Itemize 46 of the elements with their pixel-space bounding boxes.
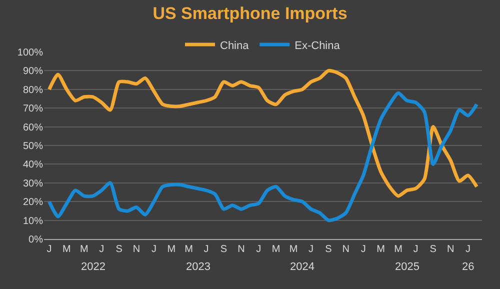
x-tick-label: M — [167, 244, 176, 255]
text: 26 — [462, 261, 474, 273]
y-tick-label: 20% — [22, 197, 44, 208]
y-tick-label: 40% — [22, 160, 44, 171]
y-tick-label: 90% — [22, 66, 44, 78]
x-tick-label: M — [376, 244, 385, 255]
x-tick-label: S — [116, 244, 123, 255]
y-tick-label: 100% — [17, 48, 44, 58]
x-tick-label: J — [308, 244, 314, 255]
x-tick-label: S — [430, 244, 437, 255]
x-tick-label: J — [360, 244, 366, 255]
legend-label: Ex-China — [294, 40, 341, 52]
y-tick-label: 70% — [22, 104, 44, 115]
x-tick-label: N — [132, 244, 140, 255]
x-tick-label: N — [446, 244, 454, 255]
x-tick-label: S — [325, 244, 332, 255]
text: 2022 — [81, 261, 106, 273]
x-tick-label: J — [413, 244, 418, 255]
x-tick-label: S — [220, 244, 228, 255]
x-tick-label: J — [204, 244, 209, 255]
x-tick-label: J — [151, 244, 156, 255]
x-tick-label: J — [256, 244, 262, 255]
x-tick-label: J — [46, 244, 52, 255]
x-tick-label: J — [466, 244, 471, 255]
text: 2024 — [290, 261, 314, 273]
x-tick-label: M — [272, 244, 280, 255]
y-tick-label: 60% — [22, 122, 44, 134]
line-series — [47, 91, 479, 222]
y-tick-label: 50% — [22, 141, 44, 152]
y-tick-label: 10% — [22, 216, 44, 227]
x-tick-label: M — [394, 244, 402, 255]
y-tick-label: 30% — [22, 178, 44, 190]
y-tick-label: 0% — [28, 234, 44, 246]
x-tick-label: J — [99, 244, 104, 255]
x-tick-label: M — [80, 244, 88, 255]
x-tick-label: N — [238, 244, 245, 255]
x-tick-label: M — [62, 244, 71, 255]
x-tick-label: M — [289, 244, 298, 255]
x-tick-label: M — [184, 244, 194, 255]
legend-label: China — [220, 40, 250, 52]
chart-title: US Smartphone Imports — [152, 4, 348, 24]
line-series — [47, 68, 479, 198]
text: 2023 — [186, 261, 210, 273]
x-tick-label: N — [342, 244, 350, 255]
text: 2025 — [395, 261, 420, 273]
y-tick-label: 80% — [22, 84, 44, 96]
